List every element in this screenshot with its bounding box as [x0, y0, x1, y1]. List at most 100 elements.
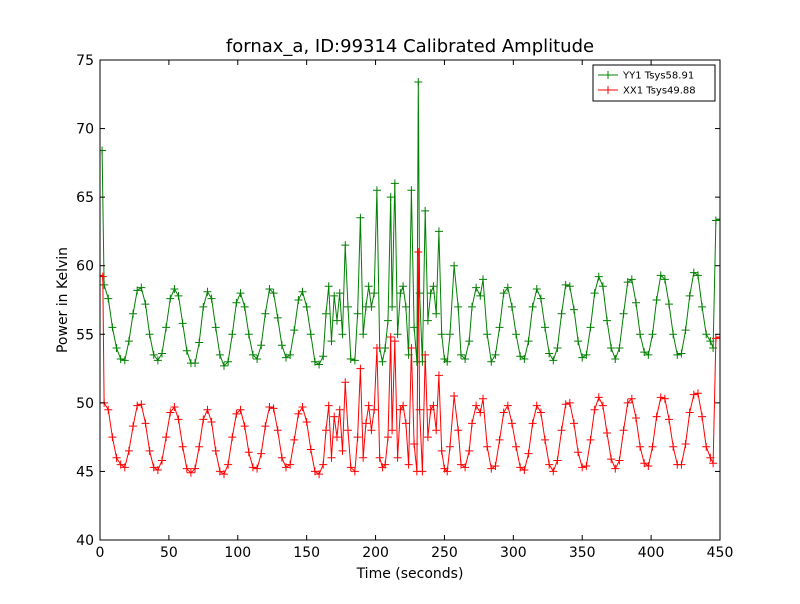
series-line — [100, 81, 720, 367]
data-point-marker — [454, 426, 463, 435]
data-point-marker — [170, 285, 179, 294]
data-point-marker — [290, 326, 299, 335]
data-point-marker — [265, 285, 274, 294]
data-point-marker — [100, 146, 107, 155]
data-point-marker — [418, 467, 427, 476]
data-point-marker — [619, 426, 628, 435]
data-point-marker — [557, 426, 566, 435]
data-point-marker — [120, 356, 129, 365]
data-point-marker — [158, 349, 166, 358]
data-point-marker — [191, 464, 200, 473]
data-point-marker — [706, 337, 715, 346]
data-point-marker — [359, 453, 368, 462]
series-yy1 — [100, 77, 720, 370]
data-point-marker — [356, 213, 365, 222]
data-point-marker — [465, 446, 474, 455]
data-point-marker — [495, 435, 504, 444]
data-point-marker — [503, 283, 512, 292]
data-point-marker — [594, 272, 603, 281]
data-point-marker — [415, 289, 424, 298]
series-line — [100, 251, 720, 475]
data-point-marker — [100, 280, 109, 289]
data-point-marker — [472, 283, 481, 292]
data-point-marker — [461, 463, 470, 472]
data-point-marker — [445, 442, 454, 451]
data-point-marker — [298, 402, 307, 411]
data-point-marker — [698, 412, 707, 421]
data-point-marker — [253, 464, 262, 473]
data-point-marker — [149, 463, 158, 472]
data-point-marker — [565, 398, 574, 407]
data-point-marker — [507, 302, 516, 311]
data-point-marker — [353, 433, 362, 442]
data-point-marker — [315, 360, 324, 369]
data-point-marker — [401, 419, 410, 428]
data-point-marker — [112, 453, 121, 462]
y-tick-label: 75 — [76, 53, 94, 69]
data-point-marker — [133, 401, 142, 410]
data-point-marker — [367, 302, 376, 311]
data-point-marker — [607, 344, 616, 352]
data-point-marker — [273, 426, 282, 435]
data-point-marker — [623, 278, 632, 287]
data-point-marker — [240, 422, 249, 431]
data-point-marker — [677, 349, 686, 358]
data-point-marker — [178, 442, 187, 451]
data-point-marker — [224, 460, 233, 469]
data-point-marker — [108, 323, 117, 332]
data-point-marker — [120, 463, 129, 472]
data-point-marker — [344, 302, 352, 311]
data-point-marker — [423, 316, 432, 325]
data-point-marker — [195, 442, 204, 451]
data-point-marker — [487, 357, 496, 366]
data-point-marker — [335, 405, 344, 414]
data-point-marker — [421, 206, 430, 215]
data-point-marker — [321, 426, 330, 435]
data-point-marker — [483, 442, 492, 451]
data-point-marker — [426, 405, 435, 414]
data-point-marker — [381, 460, 390, 469]
data-point-marker — [410, 440, 419, 448]
data-point-marker — [536, 294, 545, 303]
data-point-marker — [396, 405, 405, 414]
data-point-marker — [356, 364, 365, 373]
data-point-marker — [586, 435, 595, 444]
chart-title: fornax_a, ID:99314 Calibrated Amplitude — [226, 36, 594, 57]
data-point-marker — [693, 389, 702, 398]
data-point-marker — [170, 402, 179, 411]
data-point-marker — [491, 350, 500, 359]
data-point-marker — [549, 356, 558, 365]
data-point-marker — [141, 300, 150, 309]
y-tick-label: 55 — [76, 327, 94, 343]
data-point-marker — [207, 294, 216, 303]
data-point-marker — [224, 357, 233, 366]
data-point-marker — [598, 401, 607, 410]
data-point-marker — [483, 330, 492, 339]
data-point-marker — [689, 390, 698, 399]
data-point-marker — [112, 344, 121, 352]
data-point-marker — [611, 464, 620, 473]
data-point-marker — [137, 400, 146, 409]
data-point-marker — [648, 442, 657, 451]
data-point-marker — [393, 330, 402, 339]
data-point-marker — [524, 449, 533, 458]
data-point-marker — [244, 448, 253, 457]
data-point-marker — [261, 422, 270, 431]
data-point-marker — [240, 302, 249, 311]
data-point-marker — [432, 426, 441, 435]
ticks-layer: 0 50 100 150 200 250 300 350 400 450 40 45 50 55 60 65 7… — [76, 53, 733, 561]
data-point-marker — [590, 405, 599, 414]
data-point-marker — [660, 275, 669, 284]
data-point-marker — [450, 392, 459, 400]
data-point-marker — [330, 291, 339, 300]
data-point-marker — [257, 449, 266, 458]
axes-frame — [99, 59, 721, 541]
data-point-marker — [615, 344, 624, 352]
legend-label: XX1 Tsys49.88 — [623, 86, 696, 97]
data-point-marker — [652, 296, 661, 304]
data-point-marker — [652, 412, 661, 421]
data-point-marker — [660, 394, 669, 403]
data-point-marker — [145, 446, 154, 455]
data-point-marker — [182, 464, 191, 473]
data-point-marker — [532, 401, 541, 410]
